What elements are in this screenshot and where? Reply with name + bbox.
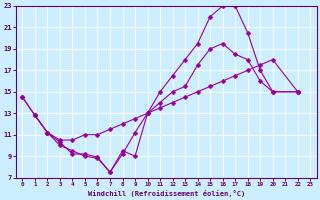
X-axis label: Windchill (Refroidissement éolien,°C): Windchill (Refroidissement éolien,°C) [88, 190, 245, 197]
